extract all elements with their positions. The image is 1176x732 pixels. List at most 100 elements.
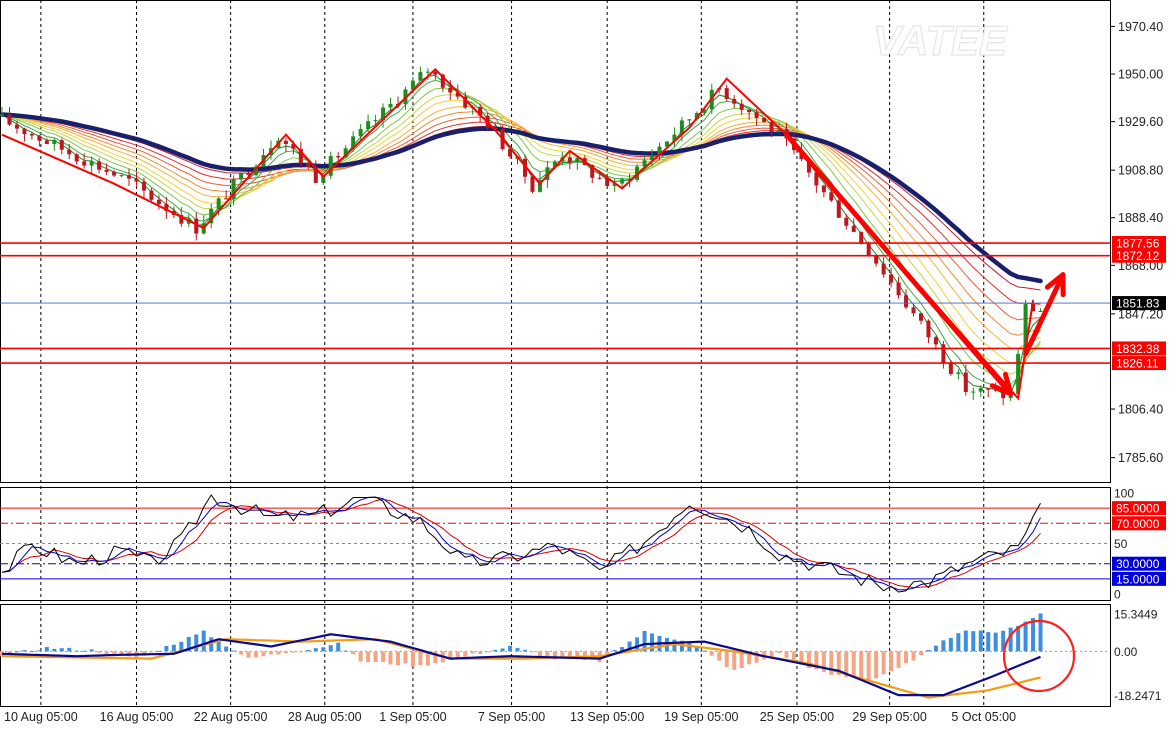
candle-body: [605, 177, 610, 186]
candle-body: [642, 160, 647, 167]
macd-histogram-bar: [433, 651, 438, 664]
price-axis-label: 1806.40: [1118, 403, 1163, 417]
ema-ribbon-line: [1, 87, 1041, 385]
ema-ribbon-line: [1, 79, 1041, 392]
macd-histogram-bar: [567, 651, 572, 660]
candle-body: [44, 140, 49, 144]
trend-arrow-head: [1044, 272, 1066, 298]
macd-histogram-bar: [418, 651, 423, 666]
macd-histogram-bar: [896, 651, 901, 668]
axis-layer: 10 Aug 05:00 16 Aug 05:00 22 Aug 05:00 28 A…: [4, 20, 1166, 724]
candle-body: [216, 198, 221, 209]
macd-histogram-bar: [612, 649, 617, 652]
candle-body: [971, 391, 976, 393]
macd-histogram-bar: [747, 651, 752, 665]
candle-body: [739, 103, 744, 110]
candle-body: [134, 178, 139, 182]
candle-body: [963, 372, 968, 393]
macd-histogram-bar: [866, 651, 871, 681]
candle-body: [664, 141, 669, 147]
candle-body: [612, 183, 617, 186]
stoch-signal-line: [1, 498, 1041, 589]
macd-histogram-bar: [732, 651, 737, 670]
candle-body: [306, 162, 311, 168]
macd-pane: [0, 613, 1110, 699]
candle-body: [941, 344, 946, 363]
macd-histogram-bar: [635, 637, 640, 652]
candle-body: [567, 157, 572, 163]
macd-histogram-bar: [37, 650, 42, 652]
candle-body: [918, 313, 923, 321]
price-axis-label: 1970.40: [1118, 20, 1163, 34]
macd-histogram-bar: [67, 647, 72, 652]
current-price-tag: [1112, 296, 1166, 311]
candle-body: [224, 198, 229, 200]
candle-body: [209, 208, 214, 224]
candle-body: [7, 114, 12, 125]
x-tick-label: 22 Aug 05:00: [194, 710, 268, 724]
trend-arrow: [1023, 272, 1066, 357]
macd-histogram-bar: [963, 630, 968, 652]
stochastic-pane: [0, 494, 1110, 593]
macd-histogram-bar: [268, 651, 273, 655]
candle-body: [635, 166, 640, 180]
macd-histogram-bar: [605, 651, 610, 656]
candle-body: [694, 113, 699, 120]
macd-histogram-bar: [171, 644, 176, 652]
price-axis-label: 1908.80: [1118, 164, 1163, 178]
candle-body: [881, 263, 886, 275]
macd-histogram-bar: [261, 651, 266, 657]
candle-body: [67, 149, 72, 155]
macd-axis-label: -18.2471: [1114, 689, 1162, 703]
macd-histogram-bar: [552, 651, 557, 660]
x-tick-label: 29 Sep 05:00: [852, 710, 926, 724]
x-tick-label: 13 Sep 05:00: [570, 710, 644, 724]
trend-arrow-head: [989, 371, 1014, 397]
macd-histogram-bar: [926, 649, 931, 652]
candle-body: [493, 127, 498, 130]
stoch-level-tag: [1112, 501, 1166, 516]
candle-body: [769, 122, 774, 133]
pane-frame-price: [0, 0, 1111, 483]
macd-histogram-bar: [948, 637, 953, 652]
macd-histogram-bar: [702, 650, 707, 652]
candle-body: [650, 155, 655, 161]
macd-histogram-bar: [373, 651, 378, 662]
level-tag: [1112, 248, 1166, 263]
candle-body: [956, 372, 961, 374]
candle-body: [911, 307, 916, 314]
level-tag-label: 1877.56: [1116, 237, 1160, 251]
candle-body: [1038, 311, 1043, 313]
x-tick-label: 10 Aug 05:00: [4, 710, 78, 724]
price-axis-label: 1950.00: [1118, 68, 1163, 82]
macd-axis-label: 0.00: [1114, 645, 1138, 659]
macd-histogram-bar: [14, 651, 19, 653]
x-tick-label: 7 Sep 05:00: [478, 710, 545, 724]
stoch-level-label: 85.0000: [1116, 502, 1160, 516]
macd-histogram-bar: [321, 647, 326, 652]
price-axis-label: 1785.60: [1118, 451, 1163, 465]
macd-histogram-bar: [455, 651, 460, 658]
macd-histogram-bar: [829, 651, 834, 675]
candle-body: [22, 128, 27, 135]
candle-body: [410, 80, 415, 90]
macd-histogram-bar: [485, 651, 490, 653]
macd-histogram-bar: [881, 651, 886, 675]
macd-histogram-bar: [425, 651, 430, 666]
stoch-axis-label: 100: [1114, 487, 1134, 501]
candle-body: [904, 295, 909, 308]
candle-body: [627, 179, 632, 181]
candle-body: [866, 243, 871, 257]
macd-histogram-bar: [283, 651, 288, 654]
slow-ma-line: [0, 112, 1043, 284]
macd-histogram-bar: [351, 651, 356, 655]
candle-body: [425, 71, 430, 73]
candle-body: [418, 72, 423, 81]
candle-body: [889, 274, 894, 283]
macd-histogram-bar: [508, 645, 513, 652]
macd-histogram-bar: [59, 648, 64, 652]
candle-body: [358, 129, 363, 137]
candle-body: [530, 176, 535, 192]
candle-body: [440, 74, 445, 88]
